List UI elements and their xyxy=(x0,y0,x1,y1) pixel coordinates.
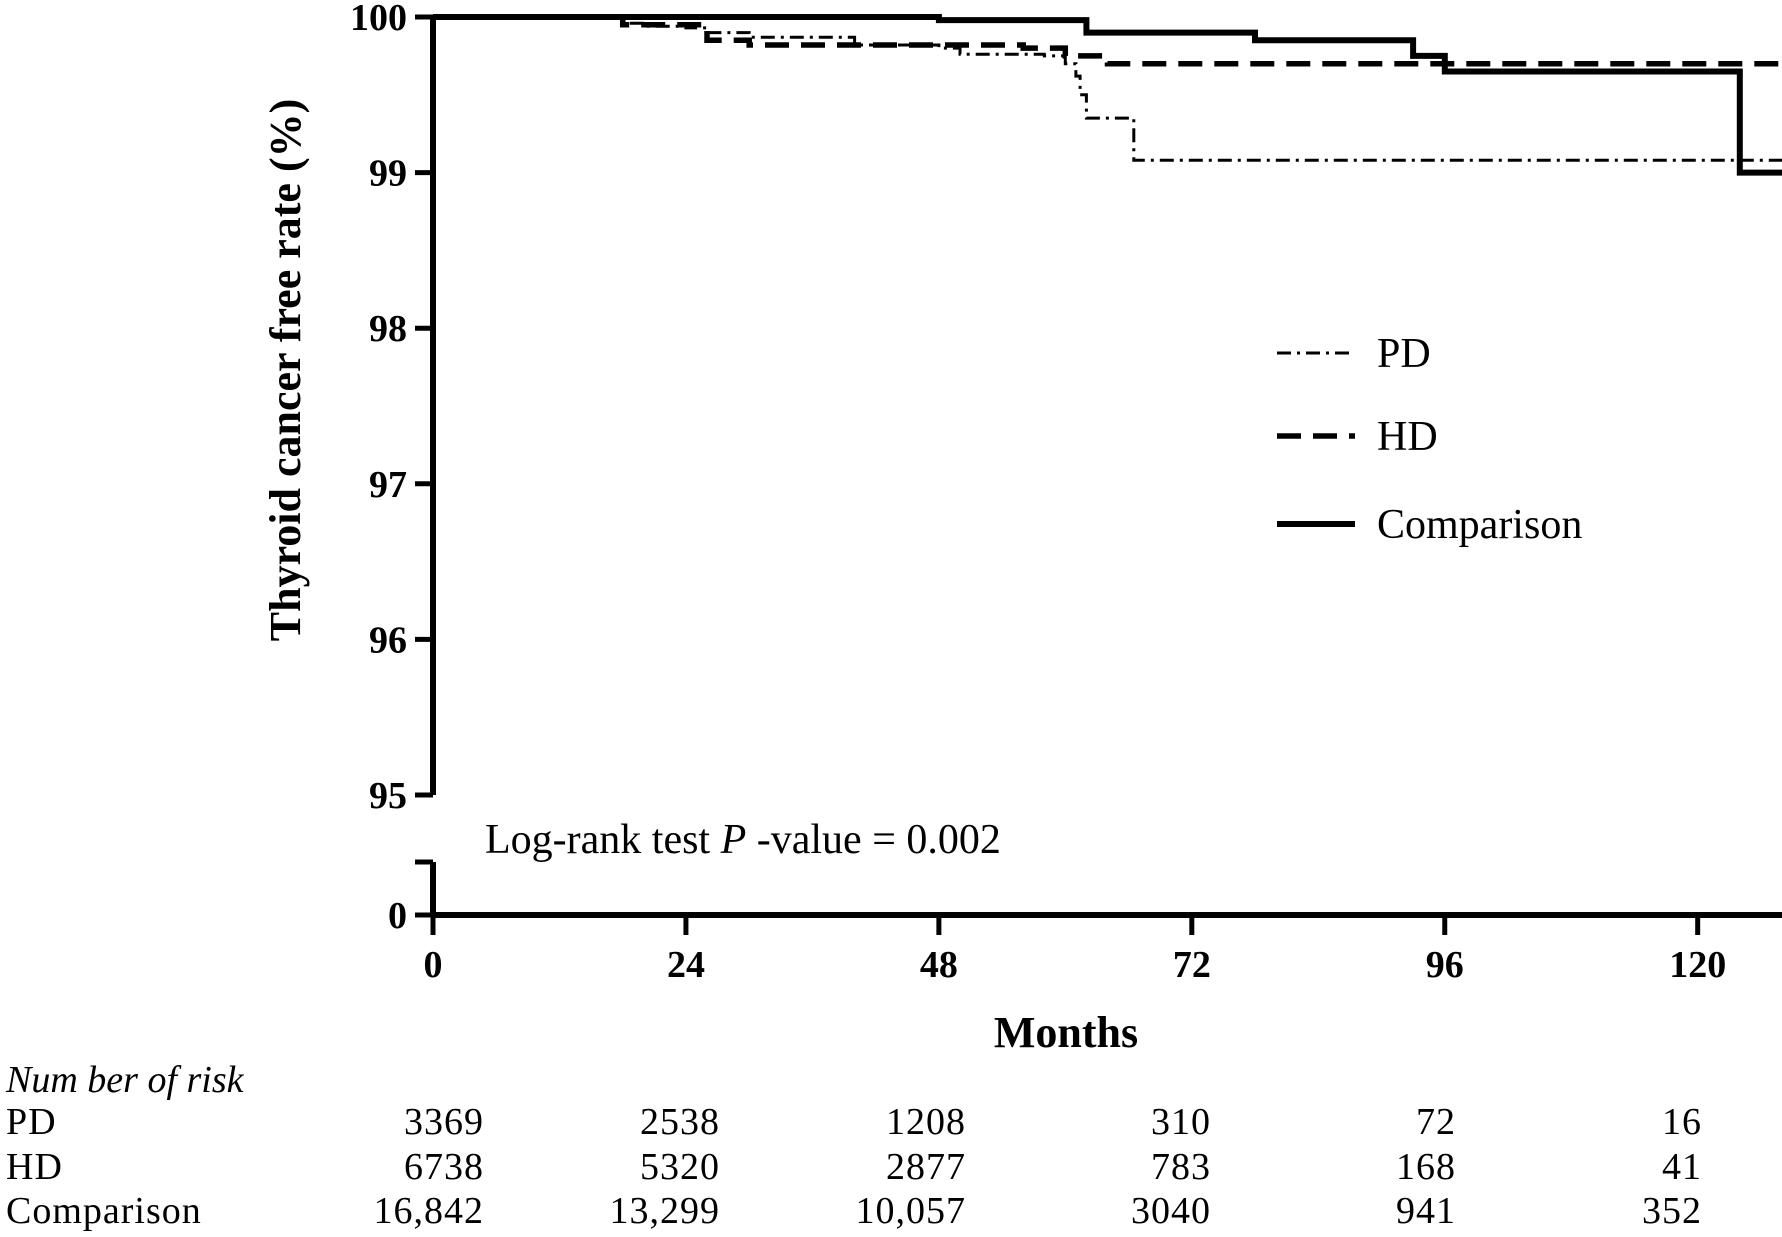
risk-cell-pd-120: 16 xyxy=(1662,1101,1702,1143)
risk-cell-pd-48: 1208 xyxy=(886,1101,966,1143)
risk-cell-comparison-72: 3040 xyxy=(1131,1190,1211,1232)
y-tick-label-95: 95 xyxy=(369,775,407,817)
y-axis-title: Thyroid cancer free rate (%) xyxy=(261,99,310,642)
series-line-comparison xyxy=(433,14,1782,176)
y-tick-label-98: 98 xyxy=(369,308,407,350)
risk-cell-pd-72: 310 xyxy=(1151,1101,1211,1143)
x-tick-label-96: 96 xyxy=(1426,944,1464,986)
risk-cell-hd-48: 2877 xyxy=(886,1146,966,1188)
log-rank-annotation: Log-rank test P -value = 0.002 xyxy=(485,817,1001,863)
x-axis-title: Months xyxy=(994,1008,1138,1057)
x-tick-label-0: 0 xyxy=(424,944,443,986)
risk-cell-pd-24: 2538 xyxy=(640,1101,720,1143)
x-tick-label-24: 24 xyxy=(667,944,705,986)
risk-cell-comparison-24: 13,299 xyxy=(610,1190,721,1232)
y-tick-label-96: 96 xyxy=(369,619,407,661)
risk-cell-comparison-120: 352 xyxy=(1642,1190,1702,1232)
risk-table-title: Num ber of risk xyxy=(5,1059,245,1101)
y-tick-label-99: 99 xyxy=(369,153,407,195)
x-tick-label-72: 72 xyxy=(1173,944,1211,986)
legend-label-hd: HD xyxy=(1377,414,1438,460)
risk-cell-hd-96: 168 xyxy=(1396,1146,1456,1188)
risk-cell-pd-0: 3369 xyxy=(404,1101,484,1143)
annotation-p-italic: P xyxy=(720,817,747,863)
series-line-hd xyxy=(433,14,1782,67)
legend: PD HD Comparison xyxy=(1277,331,1582,548)
risk-cell-comparison-96: 941 xyxy=(1396,1190,1456,1232)
legend-label-comparison: Comparison xyxy=(1377,502,1582,548)
axes: 95 96 97 98 99 100 00 24 48 72 96 120 xyxy=(350,0,1782,986)
risk-cell-hd-72: 783 xyxy=(1151,1146,1211,1188)
x-tick-label-48: 48 xyxy=(920,944,958,986)
risk-row-label-hd: HD xyxy=(6,1146,63,1188)
risk-cell-comparison-0: 16,842 xyxy=(374,1190,485,1232)
annotation-text-before: Log-rank test xyxy=(485,817,721,863)
risk-cell-comparison-48: 10,057 xyxy=(856,1190,967,1232)
legend-label-pd: PD xyxy=(1377,331,1431,377)
series-layer xyxy=(433,14,1782,176)
risk-row-label-pd: PD xyxy=(6,1101,57,1143)
y-tick-label-100: 100 xyxy=(350,0,407,39)
y-tick-label-zero: 0 xyxy=(388,895,407,937)
x-tick-label-120: 120 xyxy=(1669,944,1726,986)
risk-cell-pd-96: 72 xyxy=(1416,1101,1456,1143)
annotation-text-after: -value = 0.002 xyxy=(746,817,1001,863)
risk-table: Num ber of risk PD 3369 2538 1208 310 72 16 HD 6… xyxy=(5,1059,1702,1232)
risk-cell-hd-120: 41 xyxy=(1662,1146,1702,1188)
risk-cell-hd-24: 5320 xyxy=(640,1146,720,1188)
series-line-pd xyxy=(433,15,1782,162)
y-tick-label-97: 97 xyxy=(369,464,407,506)
risk-cell-hd-0: 6738 xyxy=(404,1146,484,1188)
risk-row-label-comparison: Comparison xyxy=(6,1190,202,1232)
